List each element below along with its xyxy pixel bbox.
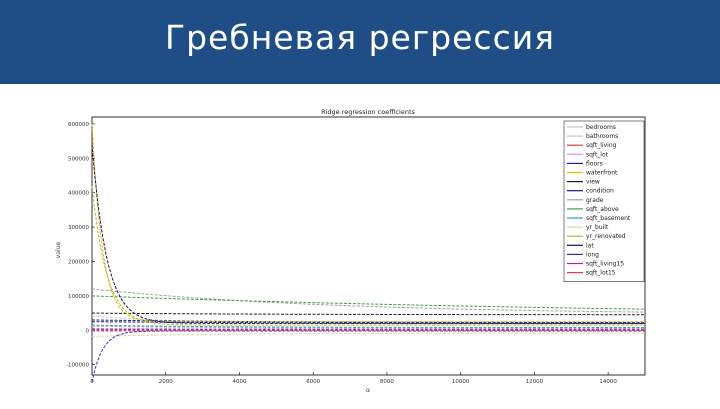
x-tick-label: 12000: [526, 379, 544, 385]
legend-label-grade: grade: [586, 197, 604, 204]
legend-label-sqft_lot15: sqft_lot15: [586, 270, 616, 277]
legend-label-sqft_living15: sqft_living15: [586, 261, 624, 268]
legend-label-yr_built: yr_built: [586, 224, 609, 231]
x-tick-label: 6000: [306, 379, 320, 385]
legend-label-waterfront: waterfront: [586, 170, 618, 177]
y-tick-label: 300000: [68, 225, 89, 231]
legend-label-floors: floors: [586, 160, 603, 167]
x-axis-label: α: [366, 387, 370, 394]
y-tick-label: 0: [86, 328, 90, 334]
legend-label-long: long: [586, 251, 599, 258]
y-tick-label: 100000: [68, 294, 89, 300]
legend-label-yr_renovated: yr_renovated: [586, 233, 626, 240]
legend-label-sqft_above: sqft_above: [586, 206, 619, 213]
y-tick-label: 600000: [68, 122, 89, 128]
chart-container: Ridge regression coefficients value α 0 2…: [0, 84, 720, 405]
legend-label-lat: lat: [586, 242, 594, 249]
ridge-chart: Ridge regression coefficients value α 0 2…: [0, 84, 720, 405]
legend: bedrooms bathrooms sqft_living sqft_lotfloo…: [564, 121, 644, 282]
legend-label-sqft_basement: sqft_basement: [586, 215, 631, 222]
y-tick-label: 400000: [68, 191, 89, 197]
chart-title: Ridge regression coefficients: [321, 108, 415, 116]
legend-label-sqft_living: sqft_living: [586, 142, 617, 149]
x-tick-label: 14000: [599, 379, 617, 385]
x-tick-label: 8000: [380, 379, 394, 385]
legend-label-condition: condition: [586, 188, 614, 195]
slide-title: Гребневая регрессия: [0, 18, 720, 57]
x-tick-label: 4000: [232, 379, 246, 385]
legend-label-sqft_lot: sqft_lot: [586, 151, 609, 158]
y-tick-label: 500000: [68, 156, 89, 162]
x-tick-label: 2000: [159, 379, 173, 385]
slide-header: Гребневая регрессия: [0, 0, 720, 84]
plot-area: [92, 117, 645, 375]
legend-label-bathrooms: bathrooms: [586, 133, 618, 140]
y-axis-label: value: [55, 241, 62, 258]
y-tick-label: 200000: [68, 259, 89, 265]
legend-label-view: view: [586, 179, 600, 186]
x-tick-label: 10000: [452, 379, 470, 385]
legend-label-bedrooms: bedrooms: [586, 124, 616, 131]
y-tick-label: -100000: [66, 363, 89, 369]
